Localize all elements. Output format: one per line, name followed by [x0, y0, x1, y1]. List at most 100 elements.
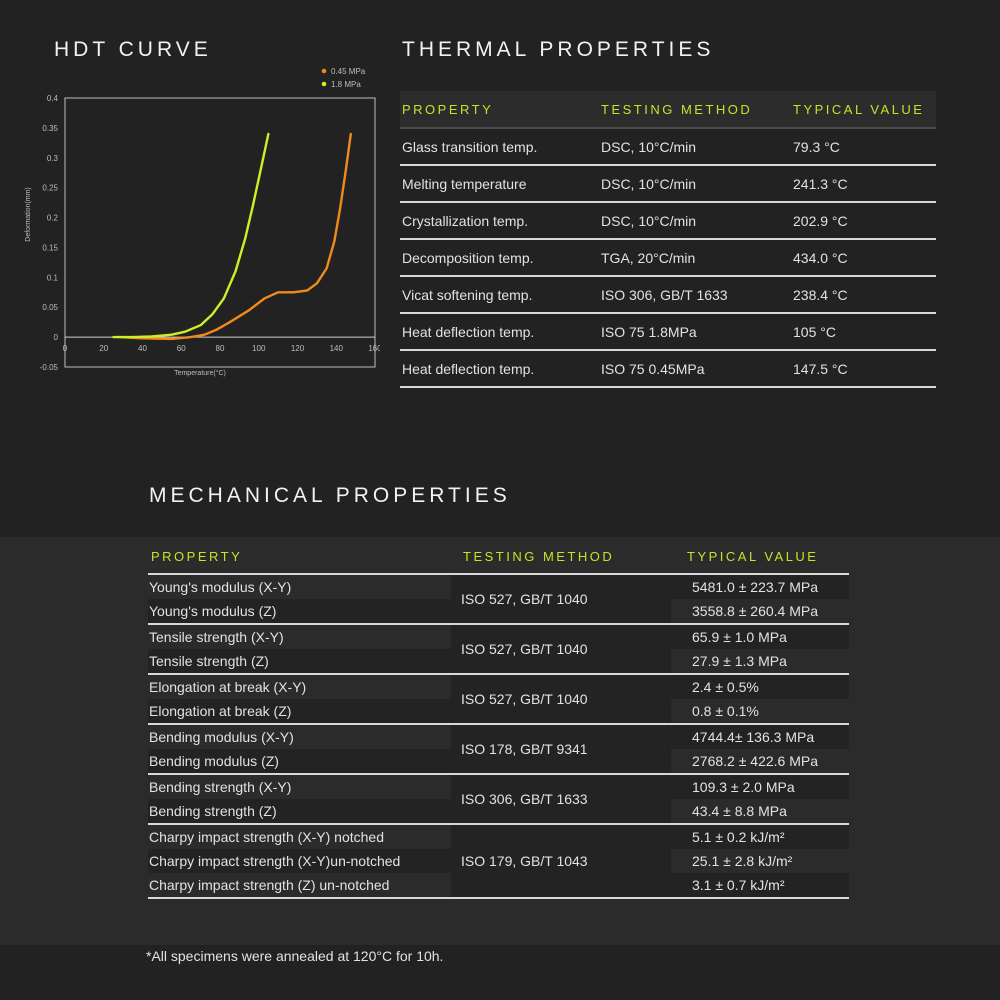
- y-tick-label: 0.05: [42, 303, 58, 312]
- thermal-row: Vicat softening temp. ISO 306, GB/T 1633 2…: [400, 277, 936, 314]
- y-tick-label: 0.1: [47, 273, 59, 282]
- mechanical-value: 0.8 ± 0.1%: [692, 703, 759, 719]
- thermal-row: Heat deflection temp. ISO 75 0.45MPa 147.5…: [400, 351, 936, 388]
- mechanical-method: ISO 179, GB/T 1043: [451, 825, 671, 897]
- x-tick-label: 140: [330, 344, 344, 353]
- mechanical-method: ISO 527, GB/T 1040: [451, 675, 671, 723]
- y-tick-label: 0: [54, 333, 59, 342]
- mechanical-value: 109.3 ± 2.0 MPa: [671, 775, 849, 799]
- mechanical-table: PROPERTY TESTING METHOD TYPICAL VALUE Yo…: [148, 540, 849, 899]
- thermal-property: Melting temperature: [402, 175, 527, 192]
- thermal-row: Melting temperature DSC, 10°C/min 241.3 °C: [400, 166, 936, 203]
- thermal-value: 241.3 °C: [793, 175, 848, 192]
- mechanical-property: Charpy impact strength (X-Y) notched: [149, 829, 384, 845]
- mechanical-method: ISO 527, GB/T 1040: [451, 575, 671, 623]
- mechanical-property: Young's modulus (Z): [148, 599, 451, 623]
- x-tick-label: 120: [291, 344, 305, 353]
- mechanical-property: Elongation at break (Z): [148, 699, 451, 723]
- mechanical-group: Bending strength (X-Y) Bending strength (…: [148, 775, 849, 825]
- legend-marker: [321, 68, 327, 74]
- mechanical-value: 27.9 ± 1.3 MPa: [692, 653, 787, 669]
- thermal-body: Glass transition temp. DSC, 10°C/min 79.3 …: [400, 129, 936, 388]
- mechanical-property: Charpy impact strength (Z) un-notched: [149, 877, 390, 893]
- thermal-header-value: TYPICAL VALUE: [793, 101, 925, 117]
- thermal-header-row: PROPERTY TESTING METHOD TYPICAL VALUE: [400, 91, 936, 129]
- mechanical-value: 3.1 ± 0.7 kJ/m²: [671, 873, 849, 897]
- thermal-value: 79.3 °C: [793, 138, 840, 155]
- thermal-method: DSC, 10°C/min: [601, 212, 697, 229]
- mechanical-group: Bending modulus (X-Y) Bending modulus (Z)…: [148, 725, 849, 775]
- thermal-row: Crystallization temp. DSC, 10°C/min 202.9 …: [400, 203, 936, 240]
- mechanical-method: ISO 306, GB/T 1633: [451, 775, 671, 823]
- thermal-property: Heat deflection temp.: [402, 360, 535, 377]
- mechanical-value: 25.1 ± 2.8 kJ/m²: [692, 853, 793, 869]
- thermal-row: Decomposition temp. TGA, 20°C/min 434.0 °C: [400, 240, 936, 277]
- series-line-18mpa: [112, 132, 270, 339]
- y-tick-label: 0.2: [47, 214, 59, 223]
- mechanical-property: Young's modulus (X-Y): [149, 579, 292, 595]
- mechanical-value: 65.9 ± 1.0 MPa: [671, 625, 849, 649]
- mechanical-method: ISO 178, GB/T 9341: [451, 725, 671, 773]
- y-tick-label: 0.25: [42, 184, 58, 193]
- x-tick-label: 80: [216, 344, 225, 353]
- plot-frame: [64, 97, 376, 368]
- y-tick-label: -0.05: [40, 363, 59, 372]
- thermal-method: ISO 75 1.8MPa: [601, 323, 697, 340]
- mechanical-header-value: TYPICAL VALUE: [687, 549, 819, 564]
- thermal-property: Vicat softening temp.: [402, 286, 533, 303]
- thermal-value: 202.9 °C: [793, 212, 848, 229]
- thermal-method: ISO 306, GB/T 1633: [601, 286, 728, 303]
- x-tick-label: 60: [177, 344, 186, 353]
- x-tick-label: 0: [63, 344, 68, 353]
- mechanical-group: Charpy impact strength (X-Y) notched Char…: [148, 825, 849, 899]
- y-axis-label: Deformation(mm): [25, 187, 32, 241]
- x-tick-label: 40: [138, 344, 147, 353]
- thermal-value: 434.0 °C: [793, 249, 848, 266]
- y-tick-label: 0.4: [47, 94, 59, 103]
- thermal-method: TGA, 20°C/min: [601, 249, 696, 266]
- x-tick-label: 100: [252, 344, 266, 353]
- mechanical-header-row: PROPERTY TESTING METHOD TYPICAL VALUE: [148, 540, 849, 575]
- mechanical-property: Elongation at break (X-Y): [149, 679, 307, 695]
- thermal-property: Decomposition temp.: [402, 249, 534, 266]
- thermal-property: Crystallization temp.: [402, 212, 529, 229]
- thermal-header-property: PROPERTY: [402, 101, 494, 117]
- mechanical-value: 5.1 ± 0.2 kJ/m²: [671, 825, 849, 849]
- legend-label: 0.45 MPa: [331, 67, 366, 76]
- mechanical-property: Charpy impact strength (X-Y)un-notched: [148, 849, 451, 873]
- thermal-value: 238.4 °C: [793, 286, 848, 303]
- thermal-header-method: TESTING METHOD: [601, 101, 753, 117]
- mechanical-property: Bending strength (X-Y): [149, 779, 292, 795]
- thermal-title: THERMAL PROPERTIES: [402, 38, 715, 61]
- mechanical-header-property: PROPERTY: [151, 549, 243, 564]
- legend-label: 1.8 MPa: [331, 80, 361, 89]
- mechanical-value: 5481.0 ± 223.7 MPa: [671, 575, 849, 599]
- mechanical-value: 3558.8 ± 260.4 MPa: [692, 603, 818, 619]
- thermal-method: ISO 75 0.45MPa: [601, 360, 705, 377]
- mechanical-property: Tensile strength (Z): [148, 649, 451, 673]
- mechanical-property: Bending strength (Z): [148, 799, 451, 823]
- mechanical-group: Young's modulus (X-Y) Young's modulus (Z)…: [148, 575, 849, 625]
- mechanical-value: 2.4 ± 0.5%: [671, 675, 849, 699]
- y-tick-label: 0.35: [42, 124, 58, 133]
- thermal-row: Glass transition temp. DSC, 10°C/min 79.3 …: [400, 129, 936, 166]
- thermal-method: DSC, 10°C/min: [601, 138, 697, 155]
- thermal-property: Glass transition temp.: [402, 138, 538, 155]
- mechanical-value: 4744.4± 136.3 MPa: [671, 725, 849, 749]
- series-line-045mpa: [118, 132, 352, 341]
- mechanical-property: Bending modulus (X-Y): [149, 729, 294, 745]
- mechanical-group: Elongation at break (X-Y) Elongation at b…: [148, 675, 849, 725]
- y-tick-label: 0.3: [47, 154, 59, 163]
- y-tick-label: 0.15: [42, 243, 58, 252]
- hdt-chart: 0 20 40 60 80 100 120 140 160 -0.05 0 0.05 0.1 0.15 0.…: [25, 67, 380, 377]
- thermal-value: 105 °C: [793, 323, 836, 340]
- mechanical-value: 43.4 ± 8.8 MPa: [692, 803, 787, 819]
- thermal-method: DSC, 10°C/min: [601, 175, 697, 192]
- mechanical-body: Young's modulus (X-Y) Young's modulus (Z)…: [148, 575, 849, 899]
- x-tick-label: 20: [99, 344, 108, 353]
- x-tick-label: 160: [368, 344, 380, 353]
- mechanical-group: Tensile strength (X-Y) Tensile strength (…: [148, 625, 849, 675]
- thermal-property: Heat deflection temp.: [402, 323, 535, 340]
- mechanical-header-method: TESTING METHOD: [463, 549, 615, 564]
- thermal-table: PROPERTY TESTING METHOD TYPICAL VALUE Gl…: [400, 91, 936, 388]
